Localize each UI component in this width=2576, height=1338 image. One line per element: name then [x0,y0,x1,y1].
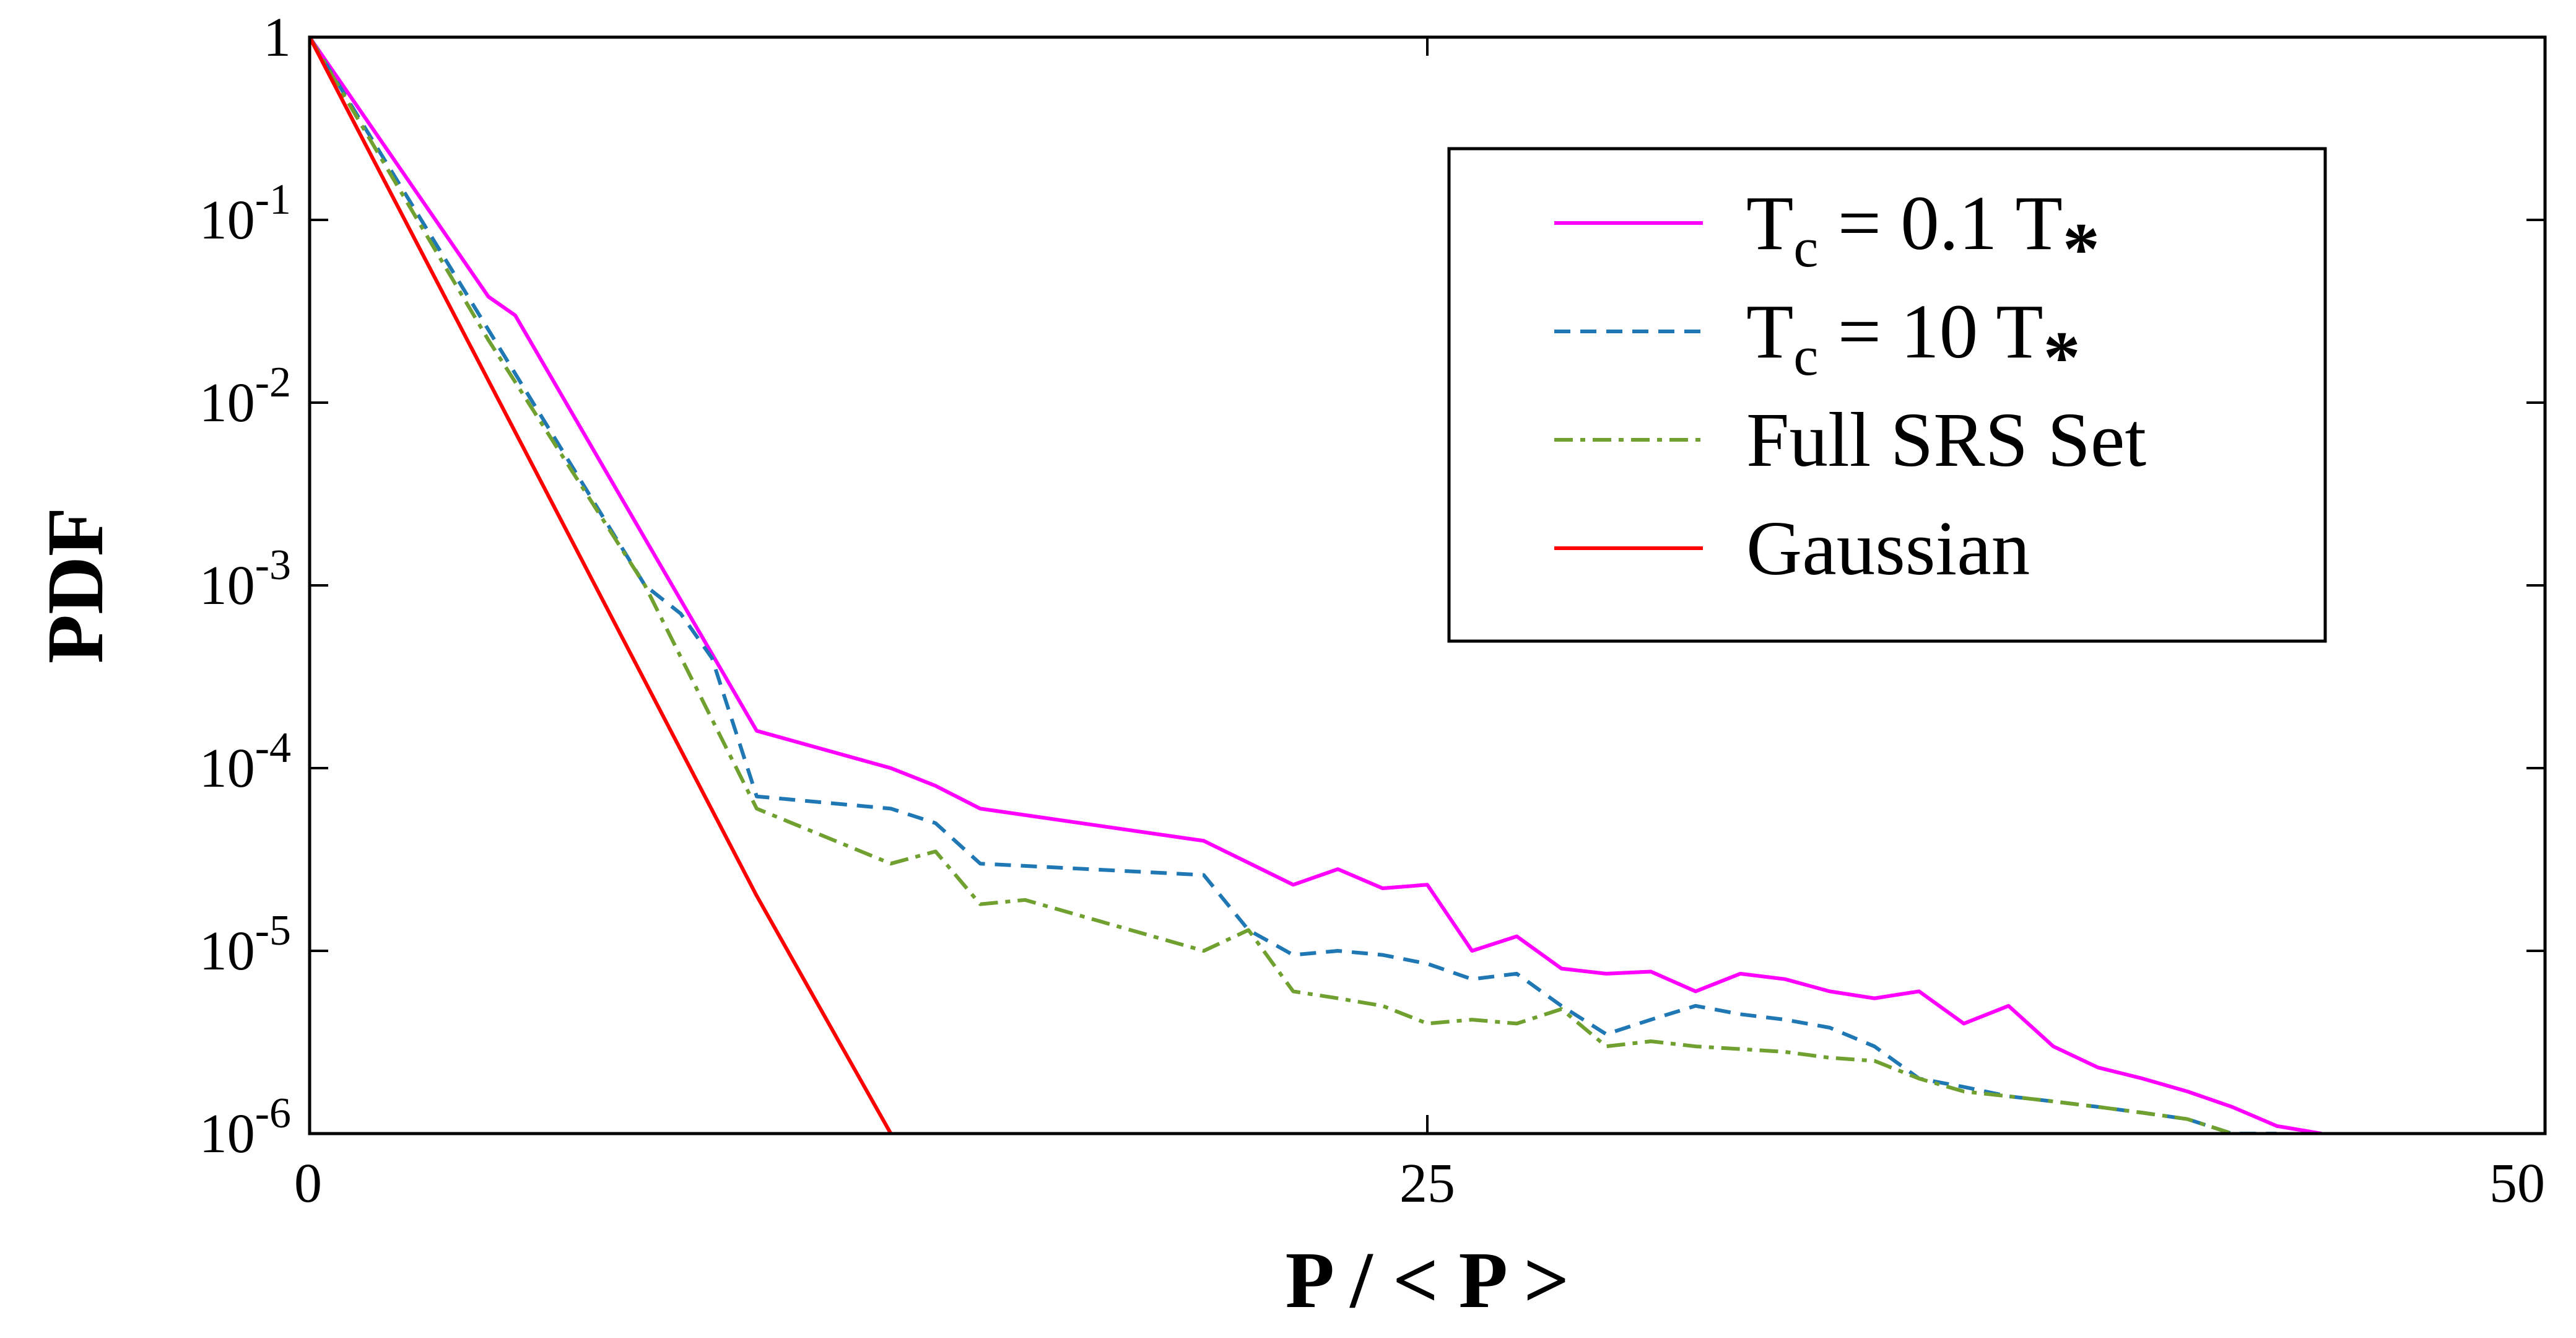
legend: Tc = 0.1 T*Tc = 10 T*Full SRS Set Gaussia… [1447,147,2327,643]
x-tick-label: 25 [1399,1153,1455,1214]
y-tick-label: 10-1 [199,176,291,251]
x-axis-label: P / < P > [1286,1236,1570,1325]
legend-label-2: Full SRS Set [1746,398,2146,483]
y-axis-label: PDF [31,507,120,664]
legend-box [1447,147,2327,643]
series-line-0 [310,37,2322,1134]
y-tick-label: 10-5 [199,907,291,982]
y-tick-label: 10-4 [199,724,291,799]
y-tick-label: 10-3 [199,541,291,616]
y-tick-label: 10-6 [199,1090,291,1165]
series-line-1 [310,37,2277,1134]
y-tick-label: 1 [263,7,291,68]
x-tick-label: 0 [294,1153,322,1214]
legend-entries: Tc = 0.1 T*Tc = 10 T*Full SRS Set Gaussia… [1554,181,2146,592]
series-line-2 [310,37,2233,1134]
ticks-layer: 0 25 50 1 10-1 10-2 10-3 10-4 10-5 10-6 [199,7,2546,1214]
x-tick-label: 50 [2489,1153,2545,1214]
series-line-3 [310,37,893,1134]
y-tick-label: 10-2 [199,359,291,434]
legend-label-3: Gaussian [1746,506,2030,592]
legend-label-0: Tc = 0.1 T* [1746,181,2100,290]
series-layer [310,37,2322,1134]
legend-label-1: Tc = 10 T* [1746,289,2081,398]
